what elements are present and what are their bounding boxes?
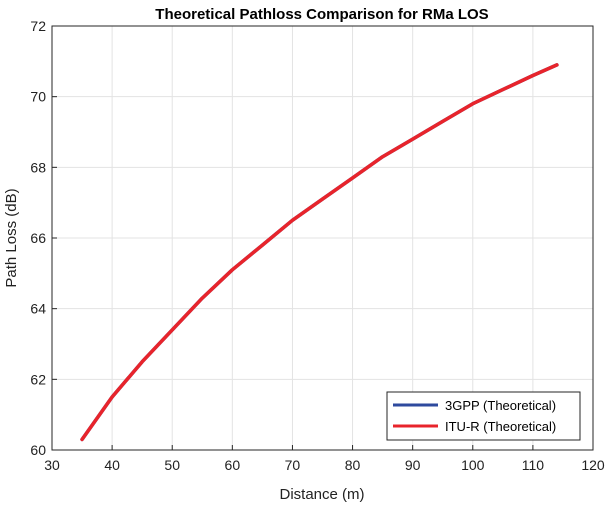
chart-title: Theoretical Pathloss Comparison for RMa … bbox=[155, 6, 488, 23]
y-tick-label: 64 bbox=[30, 301, 46, 317]
y-tick-label: 70 bbox=[30, 89, 46, 105]
legend-box bbox=[386, 391, 581, 441]
x-axis-label: Distance (m) bbox=[279, 486, 364, 503]
legend: 3GPP (Theoretical) ITU-R (Theoretical) bbox=[386, 391, 581, 441]
y-axis-label: Path Loss (dB) bbox=[3, 188, 20, 287]
grid bbox=[52, 26, 593, 450]
y-tick-label: 62 bbox=[30, 371, 46, 387]
y-tick-label: 72 bbox=[30, 18, 46, 34]
series-lines bbox=[80, 63, 559, 442]
x-tick-label: 80 bbox=[345, 457, 361, 473]
x-tick-label: 120 bbox=[581, 457, 605, 473]
x-tick-label: 100 bbox=[461, 457, 485, 473]
y-tick-label: 68 bbox=[30, 159, 46, 175]
x-tick-label: 70 bbox=[285, 457, 301, 473]
x-tick-label: 110 bbox=[522, 457, 545, 473]
y-tick-label: 60 bbox=[30, 442, 46, 458]
ticks: 30 40 50 60 70 80 90 100 110 120 60 62 64 66 68 70 72 bbox=[30, 18, 604, 473]
x-tick-label: 30 bbox=[44, 457, 60, 473]
x-tick-label: 40 bbox=[104, 457, 120, 473]
legend-label-itu-r: ITU-R (Theoretical) bbox=[445, 419, 556, 434]
series-line-3gpp bbox=[80, 63, 559, 442]
y-tick-label: 66 bbox=[30, 230, 46, 246]
series-line-itu-r bbox=[80, 63, 559, 442]
x-tick-label: 60 bbox=[225, 457, 241, 473]
legend-label-3gpp: 3GPP (Theoretical) bbox=[445, 398, 556, 413]
x-tick-label: 50 bbox=[164, 457, 180, 473]
x-tick-label: 90 bbox=[405, 457, 421, 473]
